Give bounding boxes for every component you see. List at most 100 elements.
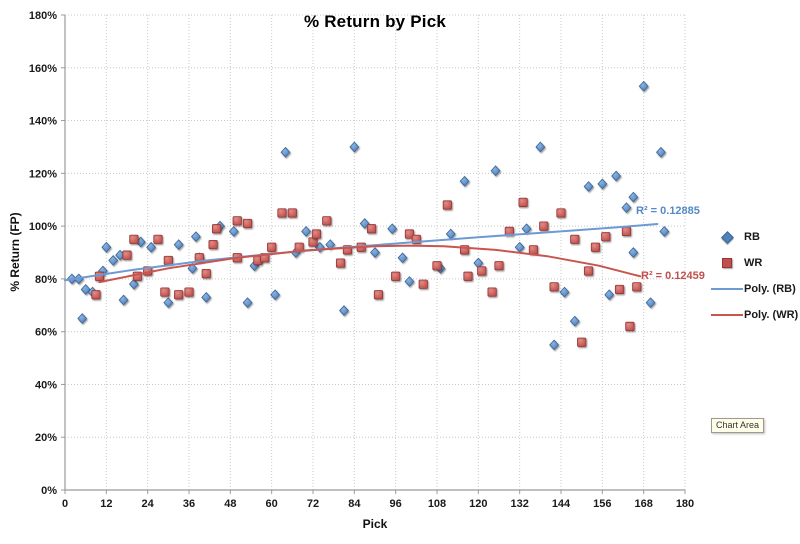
- wr-point[interactable]: [621, 226, 632, 236]
- rb-point[interactable]: [628, 247, 639, 258]
- rb-point[interactable]: [242, 297, 253, 309]
- wr-point[interactable]: [153, 234, 163, 244]
- wr-point[interactable]: [311, 229, 322, 239]
- wr-point[interactable]: [418, 279, 428, 289]
- wr-point[interactable]: [477, 266, 487, 276]
- rb-point[interactable]: [604, 289, 615, 301]
- wr-point[interactable]: [242, 218, 253, 229]
- rb-point[interactable]: [611, 170, 622, 182]
- rb-point[interactable]: [628, 191, 639, 203]
- wr-point[interactable]: [308, 237, 318, 247]
- wr-point[interactable]: [583, 266, 594, 276]
- rb-point[interactable]: [535, 141, 546, 153]
- wr-point[interactable]: [528, 245, 539, 255]
- legend-item-poly-rb[interactable]: Poly. (RB): [710, 276, 798, 302]
- wr-point[interactable]: [625, 321, 635, 331]
- rb-point[interactable]: [655, 146, 666, 158]
- rb-point[interactable]: [228, 225, 239, 237]
- rb-point[interactable]: [146, 241, 157, 253]
- rb-point[interactable]: [77, 313, 88, 324]
- wr-point[interactable]: [122, 250, 132, 260]
- legend-item-poly-wr[interactable]: Poly. (WR): [710, 302, 798, 328]
- legend[interactable]: RB WR Poly. (RB) Poly. (WR): [710, 224, 798, 328]
- wr-point[interactable]: [174, 290, 184, 300]
- wr-point[interactable]: [322, 216, 332, 226]
- wr-point[interactable]: [211, 224, 222, 234]
- wr-point[interactable]: [570, 234, 580, 244]
- y-tick-label: 160%: [29, 63, 57, 75]
- rb-point[interactable]: [163, 297, 174, 309]
- wr-point[interactable]: [577, 337, 587, 347]
- wr-point[interactable]: [590, 242, 601, 252]
- wr-point[interactable]: [432, 261, 442, 271]
- wr-point[interactable]: [494, 261, 504, 271]
- wr-point[interactable]: [335, 258, 346, 268]
- poly-rb-trendline[interactable]: [64, 223, 659, 282]
- wr-point[interactable]: [277, 208, 287, 218]
- rb-point[interactable]: [201, 291, 212, 303]
- y-tick-label: 140%: [29, 116, 57, 128]
- wr-point[interactable]: [442, 200, 452, 210]
- wr-point[interactable]: [184, 287, 194, 297]
- rb-point[interactable]: [459, 175, 470, 187]
- wr-point[interactable]: [632, 282, 642, 292]
- rb-point[interactable]: [108, 255, 119, 266]
- rb-point[interactable]: [645, 297, 656, 309]
- rb-point[interactable]: [349, 141, 360, 153]
- rb-point[interactable]: [270, 289, 281, 301]
- rb-point[interactable]: [638, 80, 649, 92]
- wr-point[interactable]: [91, 290, 101, 300]
- rb-point[interactable]: [370, 247, 380, 258]
- wr-point[interactable]: [208, 239, 218, 250]
- rb-point[interactable]: [280, 146, 291, 158]
- wr-point[interactable]: [539, 221, 549, 231]
- rb-point[interactable]: [187, 262, 198, 274]
- y-tick-label: 80%: [35, 274, 57, 286]
- wr-point[interactable]: [601, 232, 611, 242]
- rb-point[interactable]: [118, 294, 129, 306]
- wr-point[interactable]: [163, 255, 173, 266]
- wr-point[interactable]: [287, 208, 297, 218]
- rb-point[interactable]: [339, 305, 349, 316]
- rb-point[interactable]: [445, 228, 456, 240]
- wr-point[interactable]: [373, 290, 384, 300]
- rb-point[interactable]: [359, 218, 370, 229]
- wr-point[interactable]: [487, 287, 497, 297]
- legend-item-rb[interactable]: RB: [710, 224, 798, 250]
- poly-wr-trendline[interactable]: [98, 244, 642, 284]
- rb-point[interactable]: [659, 225, 670, 237]
- wr-point[interactable]: [129, 234, 139, 244]
- rb-point[interactable]: [173, 239, 184, 250]
- rb-point[interactable]: [387, 223, 398, 235]
- wr-point[interactable]: [160, 287, 170, 297]
- wr-point[interactable]: [556, 208, 566, 218]
- wr-point[interactable]: [518, 197, 528, 207]
- wr-point[interactable]: [267, 242, 277, 252]
- rb-point[interactable]: [569, 315, 580, 327]
- rb-point[interactable]: [397, 252, 408, 264]
- rb-point[interactable]: [621, 202, 632, 214]
- wr-point[interactable]: [232, 216, 242, 226]
- wr-point[interactable]: [614, 284, 625, 295]
- wr-point[interactable]: [549, 282, 559, 292]
- rb-point[interactable]: [190, 231, 201, 243]
- wr-point[interactable]: [201, 269, 211, 279]
- wr-point[interactable]: [366, 224, 377, 234]
- rb-point[interactable]: [514, 241, 525, 253]
- rb-point[interactable]: [549, 339, 560, 351]
- wr-point[interactable]: [463, 271, 473, 281]
- wr-point[interactable]: [404, 229, 415, 239]
- rb-point[interactable]: [559, 286, 570, 298]
- legend-item-wr[interactable]: WR: [710, 250, 798, 276]
- rb-point[interactable]: [597, 178, 608, 190]
- rb-point[interactable]: [583, 181, 594, 192]
- rb-point[interactable]: [404, 276, 415, 287]
- rb-point[interactable]: [521, 223, 532, 235]
- wr-point[interactable]: [391, 271, 401, 281]
- x-tick-label: 72: [307, 498, 319, 510]
- rb-point[interactable]: [490, 165, 501, 177]
- rb-point[interactable]: [101, 241, 112, 253]
- rb-point[interactable]: [301, 225, 312, 237]
- rb-point[interactable]: [128, 278, 139, 290]
